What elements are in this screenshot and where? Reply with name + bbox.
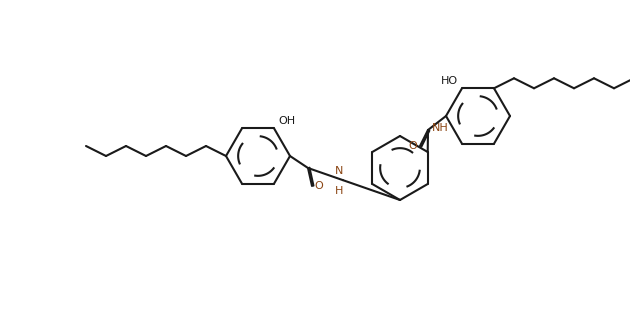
Text: H: H [335, 186, 343, 196]
Text: O: O [409, 141, 417, 151]
Text: OH: OH [278, 116, 295, 126]
Text: O: O [314, 181, 323, 191]
Text: N: N [335, 166, 343, 176]
Text: HO: HO [441, 76, 458, 86]
Text: NH: NH [432, 123, 449, 133]
